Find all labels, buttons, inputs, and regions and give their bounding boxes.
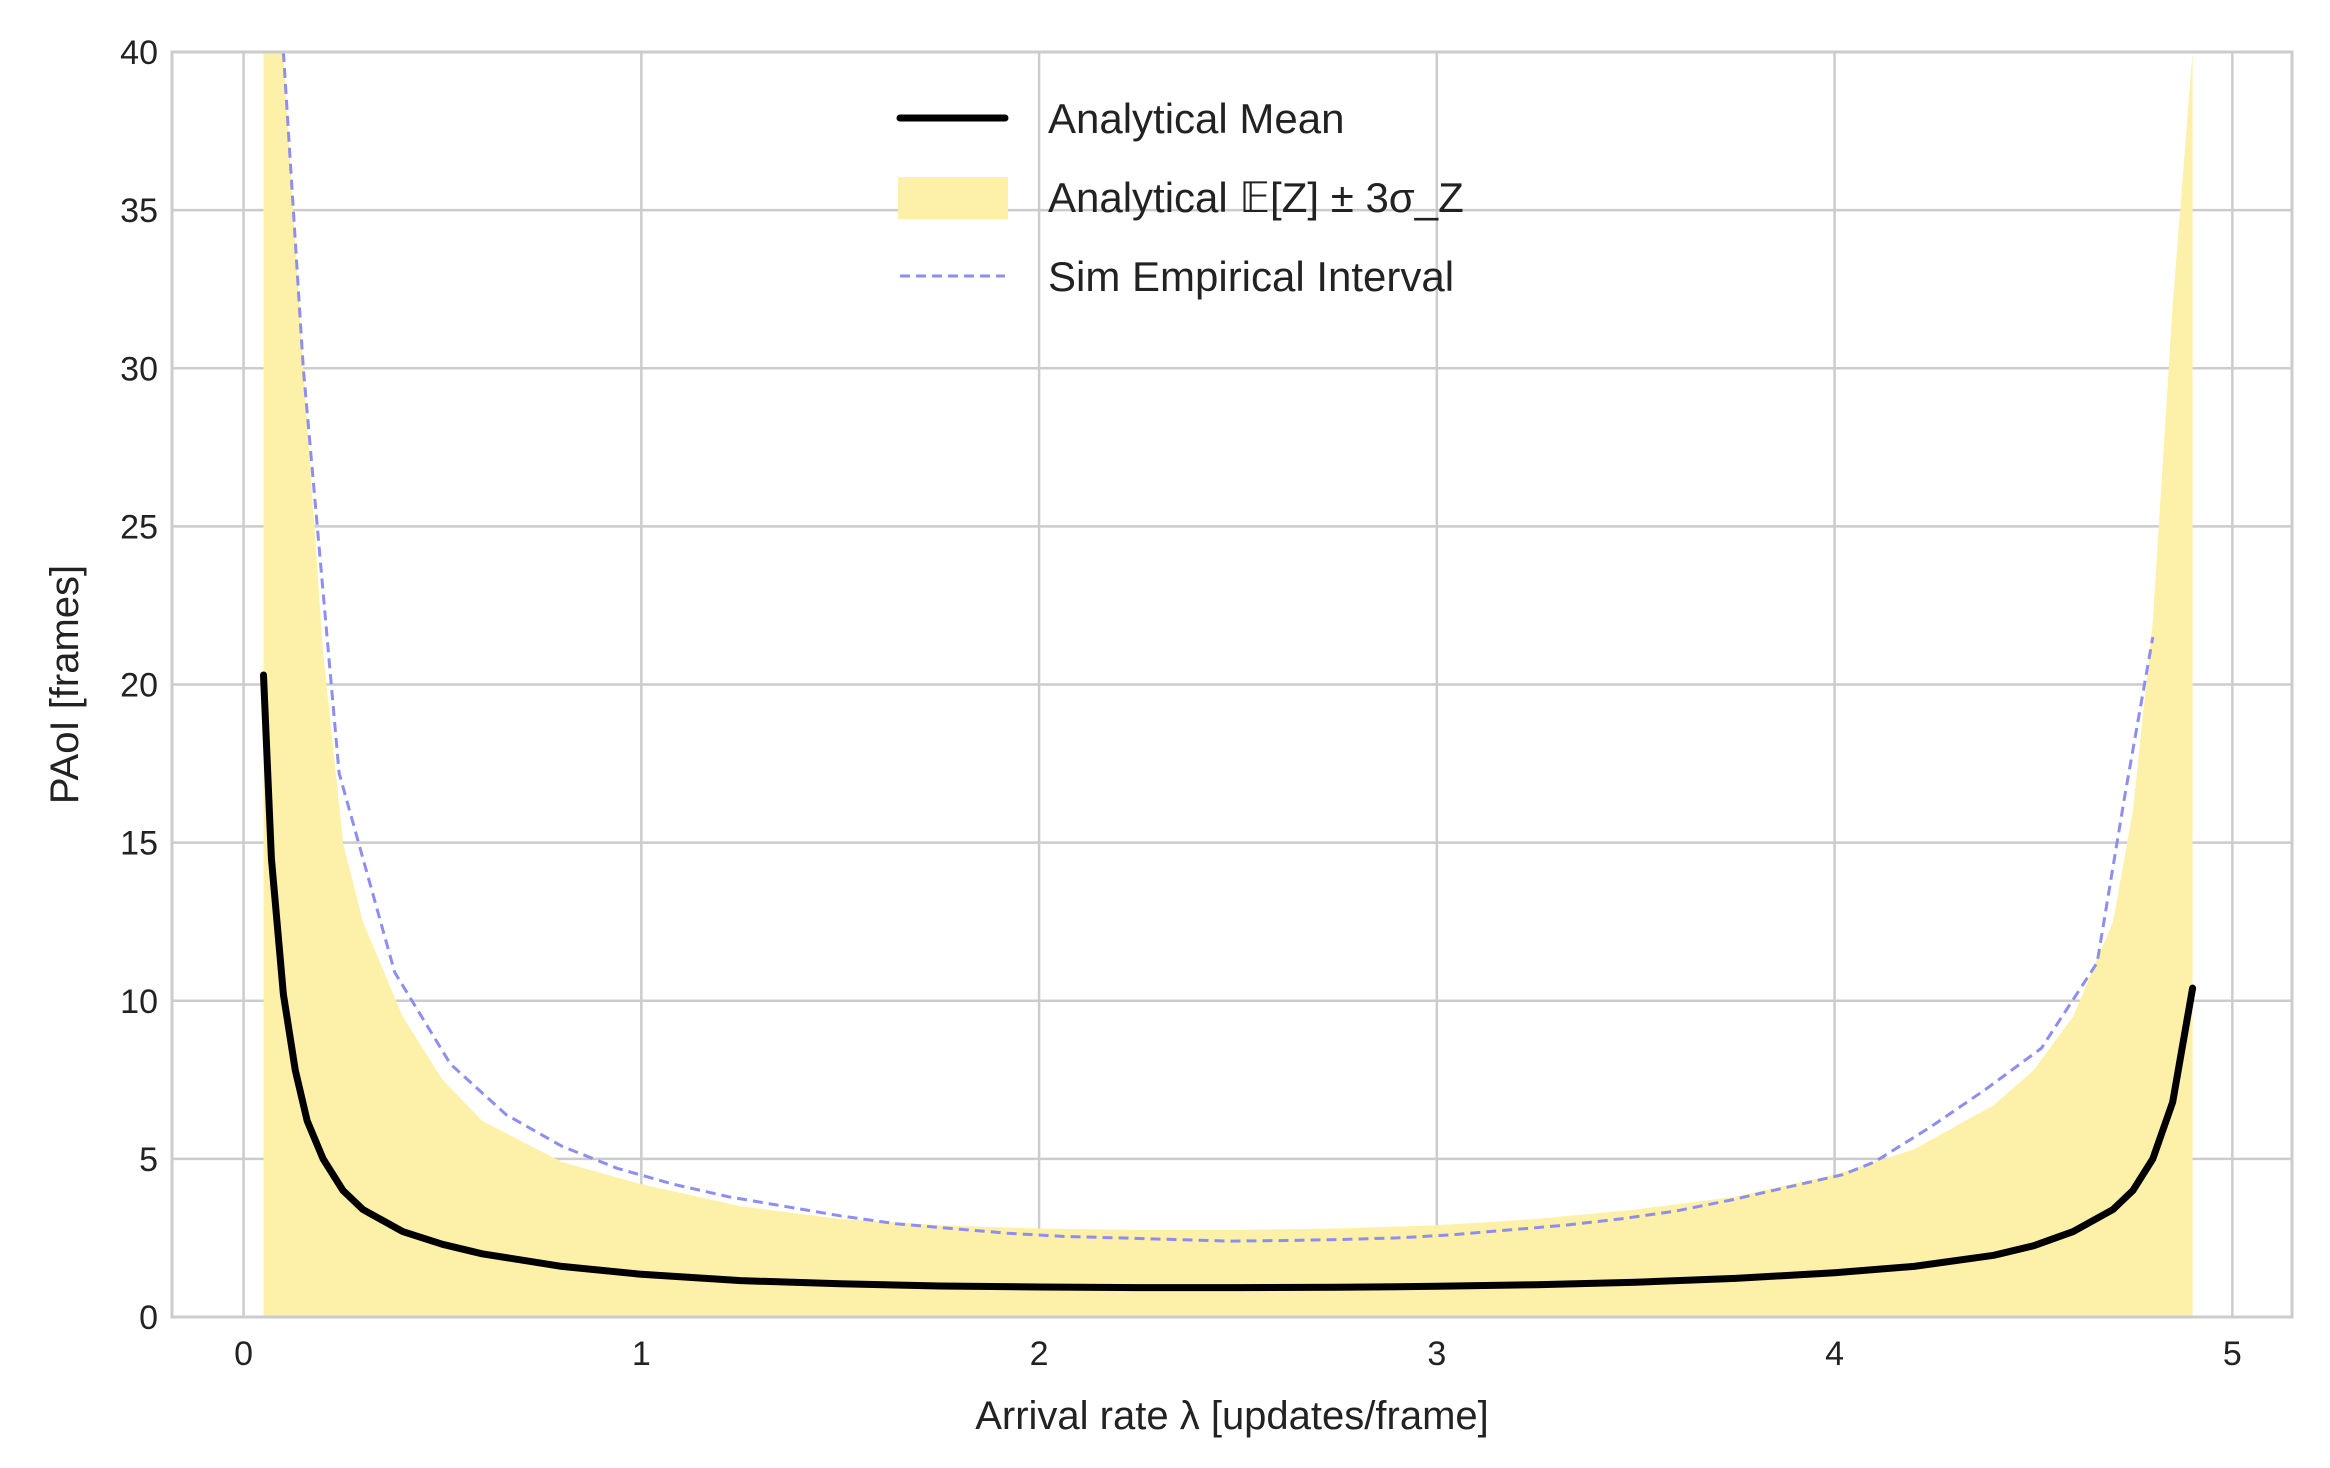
y-tick-label: 20	[120, 667, 158, 705]
y-tick-label: 25	[120, 508, 158, 546]
y-tick-label: 0	[139, 1299, 158, 1337]
data-layer	[260, 52, 2197, 1317]
confidence-band	[263, 52, 2193, 1317]
legend-label-sim: Sim Empirical Interval	[1048, 253, 1454, 300]
x-axis-label: Arrival rate λ [updates/frame]	[975, 1394, 1489, 1438]
sim-empirical-line	[281, 52, 2155, 1243]
x-tick-label: 4	[1825, 1335, 1844, 1373]
y-tick-label: 35	[120, 192, 158, 230]
x-tick-label: 1	[632, 1335, 651, 1373]
legend: Analytical Mean Analytical 𝔼[Z] ± 3σ_Z S…	[896, 95, 1464, 300]
y-tick-label: 10	[120, 983, 158, 1021]
legend-label-band: Analytical 𝔼[Z] ± 3σ_Z	[1048, 174, 1464, 221]
y-tick-label: 15	[120, 825, 158, 863]
x-tick-label: 3	[1427, 1335, 1446, 1373]
legend-label-mean: Analytical Mean	[1048, 95, 1344, 142]
tick-labels: 0 1 2 3 4 5 0 5 10 15 20 25 30 35 40	[120, 34, 2242, 1373]
legend-swatch-band	[898, 177, 1008, 219]
analytical-mean-line	[260, 671, 2197, 1292]
y-tick-label: 30	[120, 350, 158, 388]
plot-frame	[170, 50, 2294, 1319]
x-tick-label: 0	[234, 1335, 253, 1373]
y-tick-label: 5	[139, 1141, 158, 1179]
y-axis-label: PAoI [frames]	[43, 565, 87, 804]
x-tick-label: 2	[1030, 1335, 1049, 1373]
x-tick-label: 5	[2223, 1335, 2242, 1373]
y-tick-label: 40	[120, 34, 158, 72]
